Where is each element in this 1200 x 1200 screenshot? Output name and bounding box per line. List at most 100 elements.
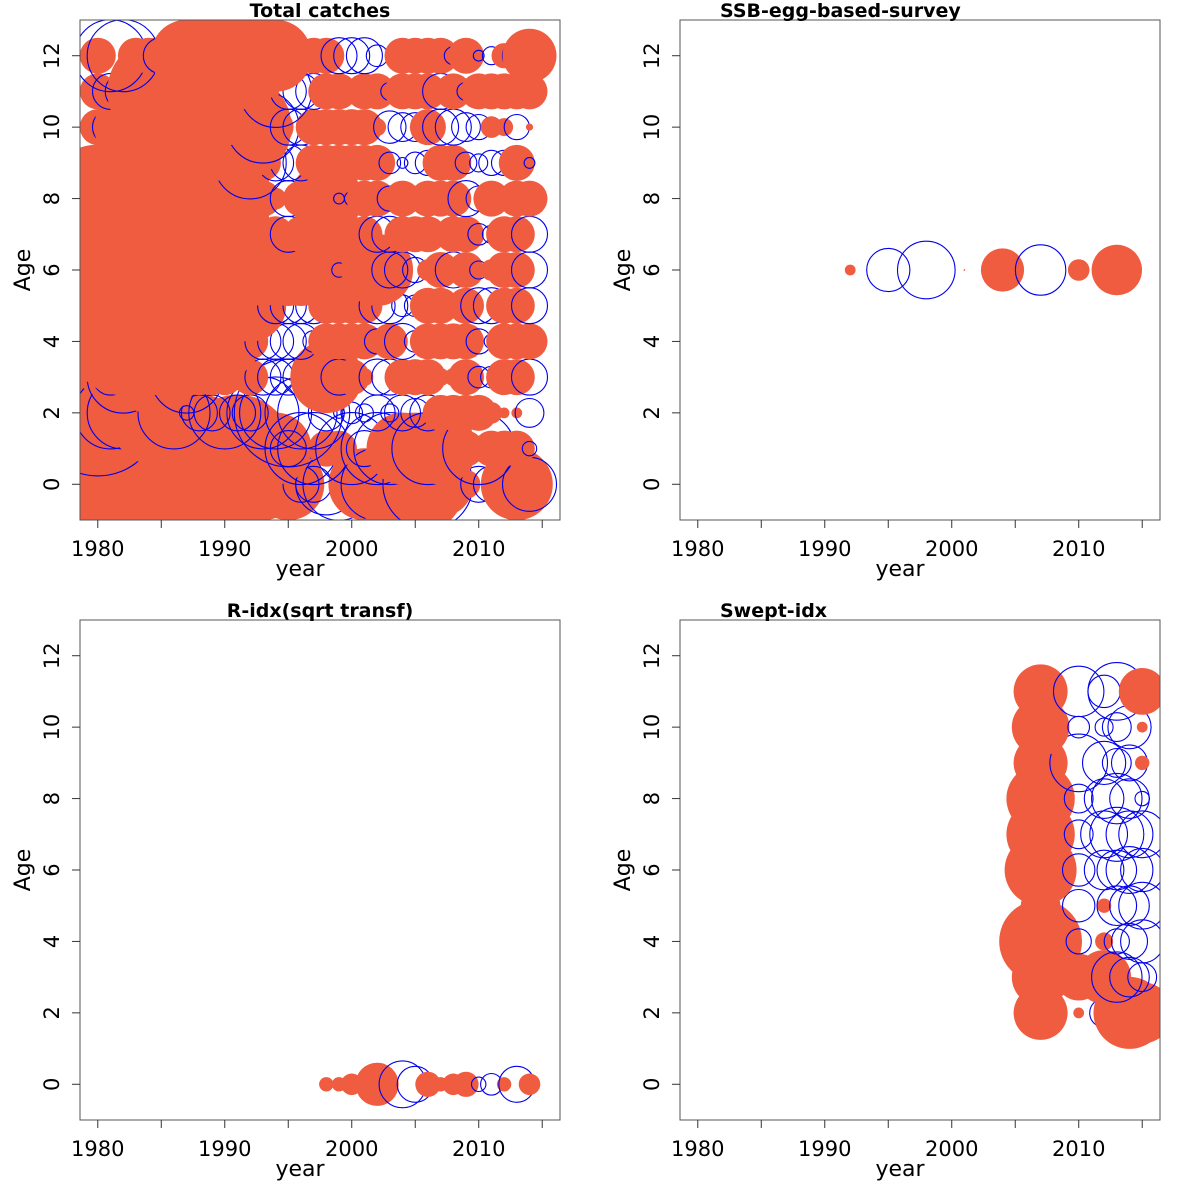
x-tick-label-2000: 2000 xyxy=(925,1137,978,1161)
bubble-2015-age-7 xyxy=(1118,810,1160,859)
x-axis-label: year xyxy=(275,1157,325,1182)
bubble-2001-age-10 xyxy=(346,109,383,146)
y-tick-label-12: 12 xyxy=(40,642,64,669)
bubble-2008-age-9 xyxy=(435,144,472,181)
bubble-2010-age-2 xyxy=(1073,1007,1085,1019)
bubble-2007-age-6 xyxy=(1014,244,1067,296)
bubble-2010-age-9 xyxy=(469,153,489,173)
y-tick-label-4: 4 xyxy=(640,335,664,348)
plot-frame xyxy=(79,619,561,1121)
bubble-2001-age-12 xyxy=(345,37,383,75)
bubble-1998-age-8 xyxy=(290,162,363,235)
bubble-1980-age-11 xyxy=(80,73,116,110)
x-tick-label-1990: 1990 xyxy=(798,1137,851,1161)
bubble-2010-age-9 xyxy=(1049,733,1109,793)
bubble-2014-age-12 xyxy=(502,28,557,83)
bubble-2010-age-12 xyxy=(472,49,485,62)
y-tick-label-0: 0 xyxy=(40,478,64,491)
y-tick-label-8: 8 xyxy=(640,192,664,205)
bubble-2010-age-5 xyxy=(1061,888,1096,923)
y-tick-label-2: 2 xyxy=(640,1006,664,1019)
bubble-1999-age-1 xyxy=(321,430,357,467)
bubble-2009-age-3 xyxy=(448,359,484,396)
bubble-2002-age-9 xyxy=(359,144,396,181)
bubble-2014-age-2 xyxy=(514,397,545,428)
plot-title: R-idx(sqrt transf) xyxy=(227,600,414,622)
bubble-2006-age-11 xyxy=(409,73,446,110)
y-axis-label: Age xyxy=(11,849,36,892)
plot-panel-1: 1980 1990 2000 2010 0 2 4 6 8 10 12 Total catches ye… xyxy=(11,0,561,582)
bubble-2015-age-9 xyxy=(1135,755,1150,771)
y-tick-label-6: 6 xyxy=(40,263,64,276)
bubble-2012-age-5 xyxy=(1096,898,1112,913)
bubble-2002-age-0 xyxy=(355,1062,399,1106)
bubble-2014-age-7 xyxy=(1105,810,1154,859)
bubble-2012-age-0 xyxy=(496,1077,512,1092)
bubble-2011-age-8 xyxy=(473,180,510,217)
x-tick-label-2000: 2000 xyxy=(325,1137,378,1161)
x-tick-label-2010: 2010 xyxy=(1052,1137,1105,1161)
bubble-2015-age-11 xyxy=(1118,668,1160,715)
bubble-2010-age-10 xyxy=(1067,715,1091,739)
x-tick-label-2000: 2000 xyxy=(325,537,378,561)
bubble-2000-age-3 xyxy=(333,359,370,396)
bubble-2004-age-8 xyxy=(384,180,421,217)
bubble-2003-age-2 xyxy=(380,403,400,423)
bubble-2010-age-6 xyxy=(1067,259,1090,281)
bubble-2014-age-10 xyxy=(525,123,534,131)
bubbles xyxy=(844,240,1143,300)
bubble-2010-age-7 xyxy=(1063,819,1094,850)
y-tick-label-12: 12 xyxy=(640,642,664,669)
bubble-1995-age-6 xyxy=(866,247,911,293)
bubble-2015-age-4 xyxy=(1120,919,1160,964)
bubble-2013-age-5 xyxy=(498,287,535,324)
bubble-2013-age-7 xyxy=(498,216,535,253)
bubble-1998-age-6 xyxy=(896,240,956,300)
bubble-2013-age-7 xyxy=(1089,806,1145,862)
y-tick-label-0: 0 xyxy=(640,1078,664,1091)
bubble-2015-age-2 xyxy=(1111,982,1160,1044)
y-axis-label: Age xyxy=(611,249,636,292)
bubble-2014-age-4 xyxy=(511,323,548,360)
y-tick-label-2: 2 xyxy=(40,1006,64,1019)
bubble-2010-age-11 xyxy=(1052,665,1105,718)
y-tick-label-6: 6 xyxy=(640,863,664,876)
x-tick-label-1980: 1980 xyxy=(71,1137,124,1161)
bubbles xyxy=(80,20,558,520)
bubble-1998-age-6 xyxy=(290,234,363,306)
bubble-2013-age-6 xyxy=(498,252,535,288)
bubbles xyxy=(319,1060,541,1109)
y-tick-label-6: 6 xyxy=(640,263,664,276)
bubble-2015-age-10 xyxy=(1136,721,1148,733)
bubble-1998-age-12 xyxy=(308,37,345,74)
bubble-2015-age-8 xyxy=(1134,790,1150,807)
y-tick-label-10: 10 xyxy=(640,114,664,141)
y-tick-label-2: 2 xyxy=(640,406,664,419)
y-tick-label-10: 10 xyxy=(640,714,664,741)
bubble-2003-age-9 xyxy=(378,151,402,175)
bubble-2013-age-10 xyxy=(1101,712,1132,743)
bubble-2013-age-9 xyxy=(1101,747,1132,778)
x-tick-label-2010: 2010 xyxy=(452,1137,505,1161)
bubble-2013-age-6 xyxy=(1096,849,1138,891)
x-tick-label-2000: 2000 xyxy=(925,537,978,561)
bubble-2014-age-1 xyxy=(521,440,538,457)
bubble-2010-age-0 xyxy=(470,1076,487,1093)
bubble-2001-age-7 xyxy=(346,216,383,253)
bubble-2009-age-6 xyxy=(448,252,484,288)
bubble-2006-age-10 xyxy=(409,109,446,146)
x-axis-label: year xyxy=(275,557,325,582)
bubble-1999-age-12 xyxy=(320,37,358,75)
y-axis-label: Age xyxy=(11,249,36,292)
bubble-2015-age-6 xyxy=(1120,847,1160,893)
plot-title: Total catches xyxy=(250,0,391,22)
bubble-2013-age-2 xyxy=(511,407,523,419)
y-tick-label-4: 4 xyxy=(640,935,664,948)
y-tick-label-10: 10 xyxy=(40,114,64,141)
bubble-2009-age-12 xyxy=(448,37,484,74)
bubble-2010-age-6 xyxy=(1061,853,1096,887)
y-tick-label-8: 8 xyxy=(640,792,664,805)
bubble-2002-age-10 xyxy=(368,118,387,137)
bubble-2007-age-6 xyxy=(422,252,459,288)
x-tick-label-1990: 1990 xyxy=(798,537,851,561)
